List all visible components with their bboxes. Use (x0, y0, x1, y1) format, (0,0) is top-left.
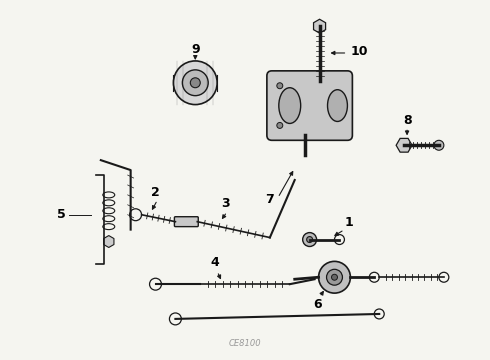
Text: 9: 9 (191, 42, 199, 55)
Circle shape (303, 233, 317, 247)
Text: 8: 8 (403, 114, 412, 127)
Polygon shape (314, 19, 325, 33)
Text: 7: 7 (266, 193, 274, 206)
Text: 5: 5 (57, 208, 66, 221)
Circle shape (182, 70, 208, 96)
Circle shape (318, 261, 350, 293)
Text: 1: 1 (345, 216, 354, 229)
Circle shape (190, 78, 200, 88)
Circle shape (277, 122, 283, 129)
Text: CE8100: CE8100 (229, 339, 261, 348)
Text: 4: 4 (211, 256, 220, 269)
Polygon shape (396, 138, 412, 152)
FancyBboxPatch shape (267, 71, 352, 140)
Ellipse shape (327, 90, 347, 121)
Circle shape (307, 237, 313, 243)
Circle shape (326, 269, 343, 285)
FancyBboxPatch shape (174, 217, 198, 227)
Ellipse shape (279, 88, 301, 123)
Text: 6: 6 (313, 297, 322, 311)
Text: 2: 2 (151, 186, 160, 199)
Circle shape (277, 83, 283, 89)
Circle shape (434, 140, 444, 150)
Text: 10: 10 (351, 45, 368, 58)
Circle shape (173, 61, 217, 105)
Circle shape (332, 274, 338, 280)
Text: 3: 3 (221, 197, 229, 210)
